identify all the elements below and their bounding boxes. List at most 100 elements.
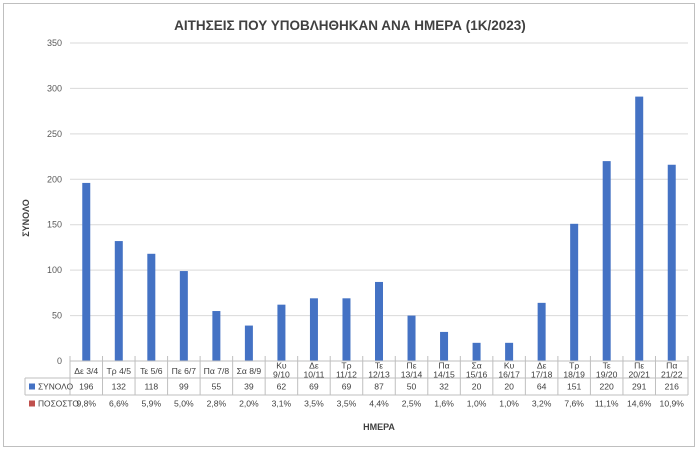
table-cell: 3,5% [304, 399, 324, 409]
table-cell: 50 [407, 382, 417, 392]
category-label: Πα [438, 361, 449, 371]
category-label: Δε [309, 361, 319, 371]
category-label: Δε [537, 361, 547, 371]
table-cell: 216 [665, 382, 680, 392]
bar [602, 161, 611, 361]
table-cell: 55 [212, 382, 222, 392]
bar [667, 164, 676, 361]
table-cell: 3,1% [272, 399, 292, 409]
table-cell: 7,6% [564, 399, 584, 409]
row-label: ΣΥΝΟΛΟ [38, 382, 74, 392]
table-cell: 14,6% [627, 399, 652, 409]
table-cell: 220 [600, 382, 615, 392]
bar [375, 281, 383, 361]
table-cell: 2,0% [239, 399, 259, 409]
y-tick-label: 350 [47, 38, 62, 48]
table-cell: 1,0% [467, 399, 487, 409]
table-cell: 20 [472, 382, 482, 392]
category-label: 21/22 [661, 370, 683, 380]
bar [309, 298, 318, 361]
bar [570, 223, 579, 361]
y-tick-label: 50 [52, 311, 62, 321]
table-cell: 64 [537, 382, 547, 392]
bars [82, 96, 676, 361]
table-cell: 20 [504, 382, 514, 392]
category-label: 11/12 [336, 370, 357, 380]
table-cell: 5,0% [174, 399, 194, 409]
table-cell: 11,1% [595, 399, 619, 409]
y-tick-label: 0 [57, 356, 62, 366]
category-label: Τρ [569, 361, 579, 371]
table-cell: 5,9% [142, 399, 162, 409]
table-cell: 118 [144, 382, 158, 392]
table-cell: 4,4% [369, 399, 389, 409]
bar [440, 331, 449, 361]
bar [147, 253, 156, 361]
y-axis-label: ΣΥΝΟΛΟ [21, 199, 31, 236]
legend-key [29, 400, 35, 407]
category-label: 18/19 [563, 370, 585, 380]
table-cell: 10,9% [660, 399, 685, 409]
table-cell: 2,8% [207, 399, 227, 409]
category-label: Πα 7/8 [204, 366, 230, 376]
table-cell: 69 [309, 382, 319, 392]
bar [114, 241, 123, 361]
category-label: 12/13 [368, 370, 390, 380]
bar [212, 311, 221, 361]
table-cell: 9,8% [76, 399, 96, 409]
table-cell: 196 [79, 382, 94, 392]
bar [472, 342, 481, 361]
table-cell: 69 [342, 382, 352, 392]
chart-title: ΑΙΤΗΣΕΙΣ ΠΟΥ ΥΠΟΒΛΗΘΗΚΑΝ ΑΝΑ ΗΜΕΡΑ (1Κ/2… [174, 18, 526, 33]
table-cell: 32 [439, 382, 449, 392]
bar [342, 298, 351, 361]
category-label: Δε 3/4 [74, 366, 98, 376]
data-table: Δε 3/4 Τρ 4/5 Τε 5/6 Πε 6/7 Πα 7/8 Σα 8/9Κυ9/… [24, 356, 689, 409]
table-cell: 87 [374, 382, 384, 392]
category-label: Τε 5/6 [140, 366, 163, 376]
y-tick-label: 200 [47, 174, 62, 184]
y-tick-label: 150 [47, 220, 62, 230]
table-cell: 1,6% [434, 399, 454, 409]
bar [505, 342, 514, 361]
x-axis-label: ΗΜΕΡΑ [363, 422, 395, 432]
gridlines [70, 42, 688, 317]
table-cell: 3,2% [532, 399, 552, 409]
table-cell: 62 [277, 382, 287, 392]
category-label: Πα [666, 361, 677, 371]
y-tick-label: 100 [47, 265, 62, 275]
bar [277, 304, 286, 361]
row-label: ΠΟΣΟΣΤΟ [38, 399, 79, 409]
category-label: 17/18 [531, 370, 553, 380]
category-label: 14/15 [433, 370, 455, 380]
category-label: 10/11 [304, 370, 325, 380]
category-label: Κυ [504, 361, 515, 371]
category-label: 16/17 [498, 370, 520, 380]
category-label: Τε [375, 361, 383, 371]
category-label: Πε [407, 361, 417, 371]
y-tick-label: 250 [47, 129, 62, 139]
category-label: 19/20 [596, 370, 618, 380]
category-label: Σα 8/9 [237, 366, 262, 376]
y-axis-ticks: 0 50 100 150 200 250 300 350 [47, 38, 62, 366]
category-label: Τρ [341, 361, 351, 371]
bar [635, 96, 644, 361]
category-label: Πε [634, 361, 644, 371]
category-label: Τε [603, 361, 611, 371]
table-cell: 132 [112, 382, 127, 392]
table-cell: 39 [244, 382, 254, 392]
category-label: 9/10 [273, 370, 290, 380]
table-cell: 1,0% [499, 399, 519, 409]
table-cell: 2,5% [402, 399, 422, 409]
bar [407, 315, 416, 361]
bar [82, 182, 91, 361]
table-cell: 99 [179, 382, 189, 392]
category-label: Κυ [276, 361, 287, 371]
table-cell: 6,6% [109, 399, 129, 409]
category-label: Τρ 4/5 [107, 366, 132, 376]
category-label: 15/16 [466, 370, 488, 380]
table-cell: 291 [632, 382, 647, 392]
legend-key [29, 383, 35, 390]
bar [537, 302, 546, 361]
